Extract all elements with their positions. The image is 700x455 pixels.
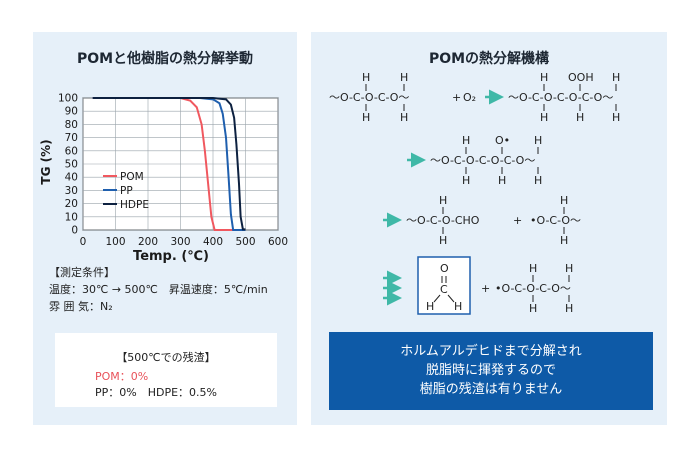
h-label: H	[534, 134, 542, 147]
plus-sign: +	[481, 282, 490, 295]
conclusion-box: ホルムアルデヒドまで分解され 脱脂時に揮発するので 樹脂の残渣は有りません	[329, 332, 653, 410]
h-label: H	[400, 71, 408, 84]
h-label: H	[534, 174, 542, 187]
y-tick-label: 30	[65, 185, 78, 197]
y-tick-label: 50	[65, 159, 78, 171]
h-label: H	[576, 111, 584, 124]
y-tick-label: 60	[65, 145, 78, 157]
legend-label: HDPE	[120, 199, 149, 211]
molecule-row2: 〜O-C-O-C-O-C-O〜	[430, 154, 535, 167]
h-label: H	[529, 302, 537, 315]
legend-label: POM	[120, 171, 144, 183]
conclusion-line: 脱脂時に揮発するので	[425, 363, 556, 378]
molecule-row4-right: •O-C-O-C-O〜	[495, 282, 571, 295]
h-label: H	[529, 262, 537, 275]
oxy-radical-label: O•	[495, 134, 510, 147]
molecule-row1-left: 〜O-C-O-C-O〜	[329, 91, 409, 104]
y-tick-label: 90	[65, 106, 78, 118]
plus-sign: +	[513, 214, 522, 227]
y-tick-label: 20	[65, 198, 78, 210]
x-tick-label: 600	[268, 236, 288, 248]
y-tick-label: 100	[58, 93, 78, 105]
residue-others: PP：0% HDPE：0.5%	[95, 386, 217, 399]
formaldehyde-box	[417, 256, 471, 315]
h-label: H	[612, 71, 620, 84]
y-tick-label: 80	[65, 119, 78, 131]
formaldehyde-h: H	[454, 300, 462, 313]
formaldehyde-h: H	[426, 300, 434, 313]
h-label: H	[565, 262, 573, 275]
molecule-row3-right: •O-C-O〜	[530, 214, 581, 227]
plus-sign: +	[452, 91, 461, 104]
x-tick-label: 200	[138, 236, 158, 248]
h-label: H	[439, 194, 447, 207]
left-panel: POMと他樹脂の熱分解挙動 0 10 20 30 40 50 60 70 80 90 100 0 100…	[33, 32, 297, 425]
x-tick-label: 300	[170, 236, 190, 248]
series-line-hdpe	[92, 97, 246, 231]
formaldehyde-o: O	[440, 262, 449, 275]
y-tick-label: 70	[65, 132, 78, 144]
legend-label: PP	[120, 185, 133, 197]
h-label: H	[362, 111, 370, 124]
y-tick-label: 0	[71, 225, 78, 237]
h-label: H	[462, 174, 470, 187]
panel-title: POMと他樹脂の熱分解挙動	[76, 51, 254, 67]
residue-box: 【500℃での残渣】 POM：0% PP：0% HDPE：0.5%	[55, 333, 277, 407]
molecule-row3-left: 〜O-C-O-CHO	[406, 214, 480, 227]
h-label: H	[560, 194, 568, 207]
h-label: H	[565, 302, 573, 315]
x-tick-label: 500	[235, 236, 255, 248]
residue-title: 【500℃での残渣】	[116, 351, 216, 364]
series-line-pom	[92, 97, 246, 231]
h-label: H	[362, 71, 370, 84]
condition-temperature: 温度：30℃ → 500℃ 昇温速度：5℃/min	[49, 283, 268, 296]
conclusion-line: ホルムアルデヒドまで分解され	[400, 344, 582, 359]
residue-pom: POM：0%	[95, 370, 149, 383]
y-axis-label: TG (%)	[39, 139, 53, 184]
oxygen-molecule: O₂	[463, 91, 476, 104]
conclusion-line: 樹脂の残渣は有りません	[419, 382, 563, 397]
hydroperoxide-label: OOH	[568, 71, 594, 84]
h-label: H	[540, 111, 548, 124]
x-axis-label: Temp. (℃)	[133, 249, 209, 264]
condition-atmosphere: 雰 囲 気：N₂	[49, 300, 113, 313]
conditions-header: 【測定条件】	[49, 266, 115, 279]
h-label: H	[612, 111, 620, 124]
molecule-row1-right: 〜O-C-O-C-O-C-O〜	[508, 91, 613, 104]
panel-title: POMの熱分解機構	[428, 51, 550, 67]
h-label: H	[462, 134, 470, 147]
y-tick-label: 40	[65, 172, 78, 184]
y-tick-label: 10	[65, 211, 78, 223]
h-label: H	[498, 174, 506, 187]
h-label: H	[560, 234, 568, 247]
h-label: H	[540, 71, 548, 84]
x-tick-label: 400	[203, 236, 223, 248]
h-label: H	[400, 111, 408, 124]
x-tick-label: 0	[80, 236, 87, 248]
x-tick-label: 100	[105, 236, 125, 248]
formaldehyde-c: C	[440, 283, 448, 296]
h-label: H	[439, 234, 447, 247]
